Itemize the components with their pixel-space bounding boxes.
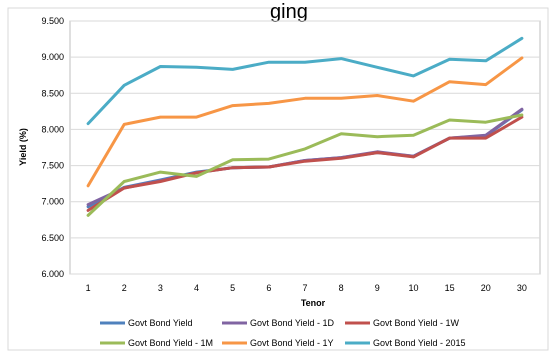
legend-label: Govt Bond Yield: [128, 318, 193, 328]
legend-label: Govt Bond Yield - 1W: [373, 318, 460, 328]
x-tick-label: 30: [517, 283, 527, 293]
x-tick-label: 5: [230, 283, 235, 293]
legend-label: Govt Bond Yield - 1D: [250, 318, 335, 328]
x-axis-ticks: 1 2 3 4 5 6 7 8 9 10 15 20 30: [86, 283, 527, 293]
x-tick-label: 15: [445, 283, 455, 293]
series-line-5: [86, 56, 524, 188]
y-axis-ticks: 6.000 6.500 7.000 7.500 8.000 8.500 9.000 9.500: [41, 16, 64, 279]
legend: Govt Bond Yield Govt Bond Yield - 1D Govt …: [100, 318, 466, 348]
legend-label: Govt Bond Yield - 2015: [373, 338, 466, 348]
x-tick-label: 9: [375, 283, 380, 293]
series-line-4: [86, 113, 524, 217]
y-tick-label: 6.000: [41, 269, 64, 279]
series-line-3: [86, 115, 524, 212]
y-tick-label: 9.500: [41, 16, 64, 26]
series-line-6: [86, 36, 524, 126]
x-tick-label: 1: [86, 283, 91, 293]
y-tick-label: 6.500: [41, 233, 64, 243]
x-axis-title: Tenor: [301, 298, 326, 308]
x-tick-label: 6: [266, 283, 271, 293]
y-tick-label: 8.000: [41, 124, 64, 134]
y-tick-label: 8.500: [41, 88, 64, 98]
y-tick-label: 7.500: [41, 161, 64, 171]
x-tick-label: 2: [122, 283, 127, 293]
x-tick-label: 10: [408, 283, 418, 293]
series-lines: [86, 36, 524, 217]
chart-title: ging: [270, 1, 308, 23]
legend-label: Govt Bond Yield - 1M: [128, 338, 213, 348]
x-tick-label: 8: [339, 283, 344, 293]
y-axis-title: Yield (%): [18, 128, 28, 166]
legend-label: Govt Bond Yield - 1Y: [250, 338, 334, 348]
y-tick-label: 7.000: [41, 197, 64, 207]
x-tick-label: 7: [302, 283, 307, 293]
x-tick-label: 4: [194, 283, 199, 293]
y-tick-label: 9.000: [41, 52, 64, 62]
grid-lines: [70, 20, 540, 275]
x-tick-label: 20: [481, 283, 491, 293]
x-tick-label: 3: [158, 283, 163, 293]
